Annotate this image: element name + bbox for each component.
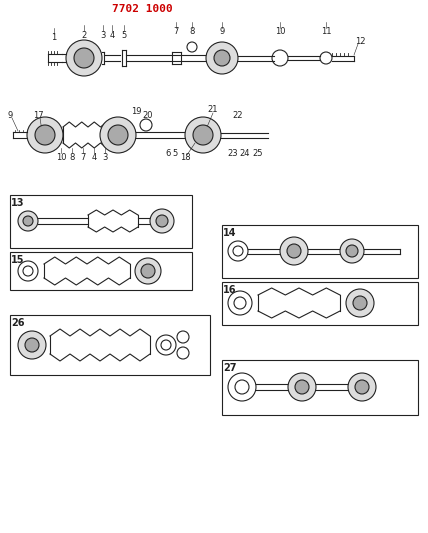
Circle shape: [35, 125, 55, 145]
Text: 6: 6: [165, 149, 171, 157]
Circle shape: [23, 216, 33, 226]
Text: 9: 9: [7, 110, 12, 119]
Circle shape: [340, 239, 364, 263]
Text: 25: 25: [253, 149, 263, 157]
Circle shape: [18, 331, 46, 359]
Text: 1: 1: [51, 34, 56, 43]
Text: 7: 7: [173, 28, 178, 36]
Text: 18: 18: [180, 152, 190, 161]
Circle shape: [135, 258, 161, 284]
Text: 27: 27: [223, 363, 237, 373]
Circle shape: [355, 380, 369, 394]
Circle shape: [280, 237, 308, 265]
Text: 5: 5: [122, 30, 127, 39]
Text: 12: 12: [355, 37, 365, 46]
Text: 4: 4: [110, 30, 115, 39]
FancyBboxPatch shape: [222, 225, 418, 278]
Circle shape: [18, 211, 38, 231]
Text: 8: 8: [189, 28, 195, 36]
FancyBboxPatch shape: [10, 195, 192, 248]
Text: 10: 10: [56, 152, 66, 161]
Text: 16: 16: [223, 285, 237, 295]
Circle shape: [288, 373, 316, 401]
Text: 8: 8: [69, 152, 75, 161]
Text: 26: 26: [11, 318, 25, 328]
Text: 14: 14: [223, 228, 237, 238]
Text: 19: 19: [131, 107, 141, 116]
Circle shape: [25, 338, 39, 352]
Circle shape: [74, 48, 94, 68]
Text: 11: 11: [321, 28, 331, 36]
Text: 9: 9: [220, 28, 225, 36]
Text: 20: 20: [143, 110, 153, 119]
Circle shape: [295, 380, 309, 394]
Circle shape: [100, 117, 136, 153]
Circle shape: [206, 42, 238, 74]
Text: 22: 22: [233, 110, 243, 119]
Circle shape: [66, 40, 102, 76]
Circle shape: [287, 244, 301, 258]
Text: 7: 7: [80, 152, 86, 161]
Text: 10: 10: [275, 28, 285, 36]
Text: 21: 21: [208, 104, 218, 114]
Text: 24: 24: [240, 149, 250, 157]
FancyBboxPatch shape: [222, 282, 418, 325]
Text: 2: 2: [81, 30, 86, 39]
Circle shape: [353, 296, 367, 310]
Circle shape: [185, 117, 221, 153]
FancyBboxPatch shape: [10, 315, 210, 375]
Text: 13: 13: [11, 198, 25, 208]
Circle shape: [348, 373, 376, 401]
Circle shape: [214, 50, 230, 66]
Circle shape: [150, 209, 174, 233]
Text: 7702 1000: 7702 1000: [112, 4, 173, 14]
FancyBboxPatch shape: [222, 360, 418, 415]
Circle shape: [27, 117, 63, 153]
Text: 23: 23: [228, 149, 238, 157]
Circle shape: [346, 245, 358, 257]
Text: 3: 3: [100, 30, 106, 39]
Text: 5: 5: [172, 149, 178, 157]
Circle shape: [141, 264, 155, 278]
FancyBboxPatch shape: [10, 252, 192, 290]
Circle shape: [193, 125, 213, 145]
Circle shape: [346, 289, 374, 317]
Text: 3: 3: [102, 152, 108, 161]
Circle shape: [108, 125, 128, 145]
Circle shape: [156, 215, 168, 227]
Text: 15: 15: [11, 255, 25, 265]
Text: 4: 4: [91, 152, 97, 161]
Text: 17: 17: [33, 110, 43, 119]
